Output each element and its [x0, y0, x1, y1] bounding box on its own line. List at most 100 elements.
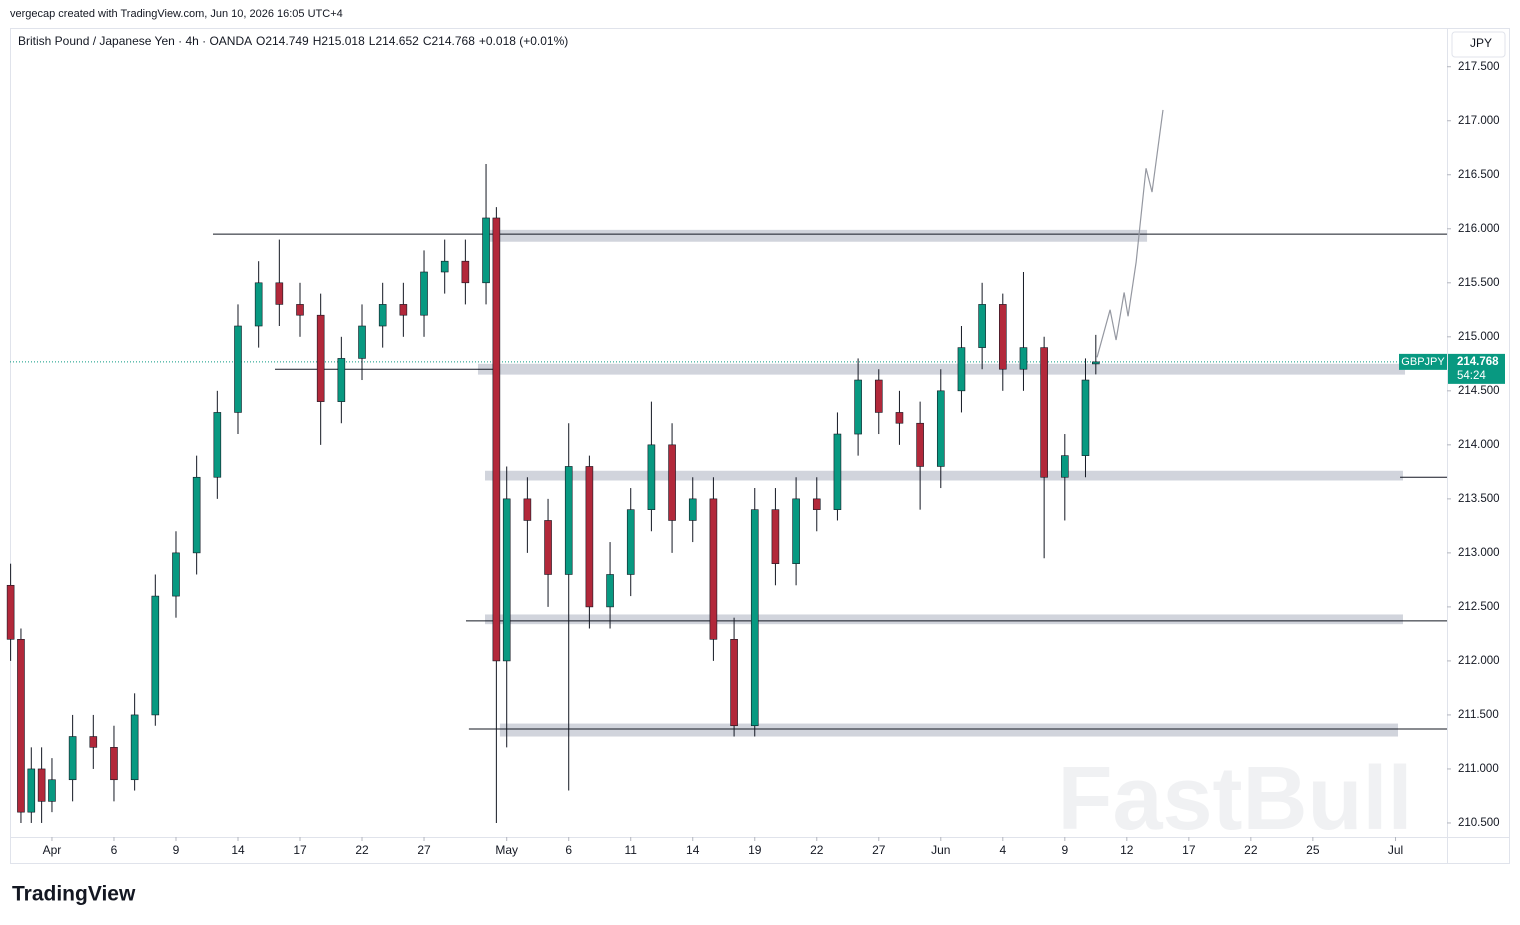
candle-body: [337, 358, 346, 402]
x-tick-label: 17: [1182, 843, 1196, 857]
ohlc-value: H215.018: [313, 34, 365, 48]
credit: vergecap created with TradingView.com, J…: [10, 8, 343, 20]
x-tick-label: 27: [872, 843, 886, 857]
zone: [485, 470, 1403, 481]
candle-body: [1092, 361, 1100, 365]
candle-body: [213, 412, 222, 478]
candle-body: [812, 498, 821, 510]
candle-body: [1040, 347, 1048, 478]
ohlc-value: C214.768: [423, 34, 475, 48]
y-tick-label: 217.500: [1458, 61, 1500, 73]
y-tick-label: 213.500: [1458, 493, 1500, 505]
zone: [499, 723, 1399, 737]
candle-body: [37, 768, 46, 802]
candle-body: [440, 260, 449, 273]
x-tick-label: 22: [355, 843, 369, 857]
chart-frame: [10, 28, 1510, 864]
candle-body: [110, 747, 118, 781]
candle-body: [1061, 455, 1069, 478]
ohlc-value: +0.018 (+0.01%): [479, 34, 568, 48]
x-tick-label: 6: [565, 843, 572, 857]
candle-body: [895, 412, 904, 424]
y-tick-label: 211.000: [1458, 763, 1499, 775]
y-tick-label: 212.000: [1458, 655, 1500, 667]
y-tick-label: 215.000: [1458, 331, 1500, 343]
x-tick-label: 9: [1061, 843, 1068, 857]
x-tick-label: 19: [748, 843, 762, 857]
x-tick-label: 14: [686, 843, 700, 857]
watermark: FastBull: [1057, 749, 1412, 849]
candle-body: [502, 498, 511, 662]
candle-body: [17, 639, 25, 813]
x-tick-label: 4: [999, 843, 1006, 857]
candle-body: [482, 217, 490, 284]
x-tick-label: 22: [1244, 843, 1258, 857]
candle-body: [626, 509, 635, 575]
ohlc-value: L214.652: [369, 34, 419, 48]
x-tick-label: 17: [293, 843, 307, 857]
y-tick-label: 210.500: [1458, 817, 1500, 829]
x-tick-label: Jun: [931, 843, 950, 857]
candle-body: [523, 498, 532, 521]
ohlc-legend: O214.749 H215.018 L214.652 C214.768 +0.018 (…: [256, 34, 568, 48]
candle-body: [544, 520, 552, 575]
x-tick-label: 22: [810, 843, 824, 857]
projection-path: [1096, 109, 1164, 358]
candle-body: [420, 271, 428, 316]
candle-body: [461, 260, 470, 284]
y-tick-label: 213.000: [1458, 547, 1500, 559]
y-tick-label: 214.500: [1458, 385, 1500, 397]
candle-body: [998, 304, 1007, 370]
x-tick-label: 14: [231, 843, 245, 857]
plot: 210.500 211.000 211.500 212.000 212.500 213.0…: [6, 61, 1505, 857]
x-tick-label: 11: [624, 843, 637, 857]
y-tick-label: 216.000: [1458, 223, 1500, 235]
x-tick-label: Jul: [1388, 843, 1403, 857]
x-tick-label: 12: [1120, 843, 1134, 857]
candle-body: [1019, 347, 1028, 370]
candle-body: [936, 390, 945, 467]
zone: [485, 614, 1403, 625]
candle-body: [916, 422, 924, 467]
candle-body: [833, 433, 842, 510]
price-tag: [1448, 353, 1505, 384]
candle-body: [275, 282, 284, 305]
candle-body: [192, 476, 201, 554]
footer-logo: TradingView: [12, 883, 136, 906]
currency: JPY: [1470, 36, 1492, 50]
y-tick-label: 212.500: [1458, 601, 1500, 613]
candle-body: [27, 768, 36, 813]
candle-body: [48, 779, 56, 802]
symbol-tag-label: GBPJPY: [1401, 356, 1445, 368]
candle-body: [378, 304, 387, 327]
candle-body: [792, 498, 800, 564]
x-tick-label: 6: [111, 843, 118, 857]
candle-body: [130, 714, 139, 781]
candle-body: [296, 304, 304, 316]
y-tick-label: 215.500: [1458, 277, 1500, 289]
candle-body: [750, 509, 759, 727]
candle-body: [6, 584, 15, 640]
y-tick-label: 217.000: [1458, 115, 1500, 127]
candle-body: [254, 282, 263, 327]
candle-body: [647, 444, 656, 510]
candle-body: [854, 379, 862, 435]
x-tick-label: May: [495, 843, 518, 857]
x-tick-label: 9: [173, 843, 180, 857]
y-tick-label: 211.500: [1458, 709, 1499, 721]
x-tick-label: Apr: [43, 843, 62, 857]
candle-body: [492, 217, 501, 662]
candle-body: [978, 304, 986, 348]
candle-body: [668, 444, 676, 521]
candle-body: [606, 574, 614, 608]
currency-button[interactable]: [1451, 31, 1506, 58]
candle-body: [358, 325, 366, 359]
candle-body: [68, 736, 77, 781]
candle-body: [730, 639, 738, 727]
candle-body: [585, 466, 594, 608]
symbol-tag: [1399, 353, 1447, 370]
candle-body: [89, 736, 98, 748]
y-tick-label: 216.500: [1458, 169, 1500, 181]
candle-body: [957, 347, 966, 392]
